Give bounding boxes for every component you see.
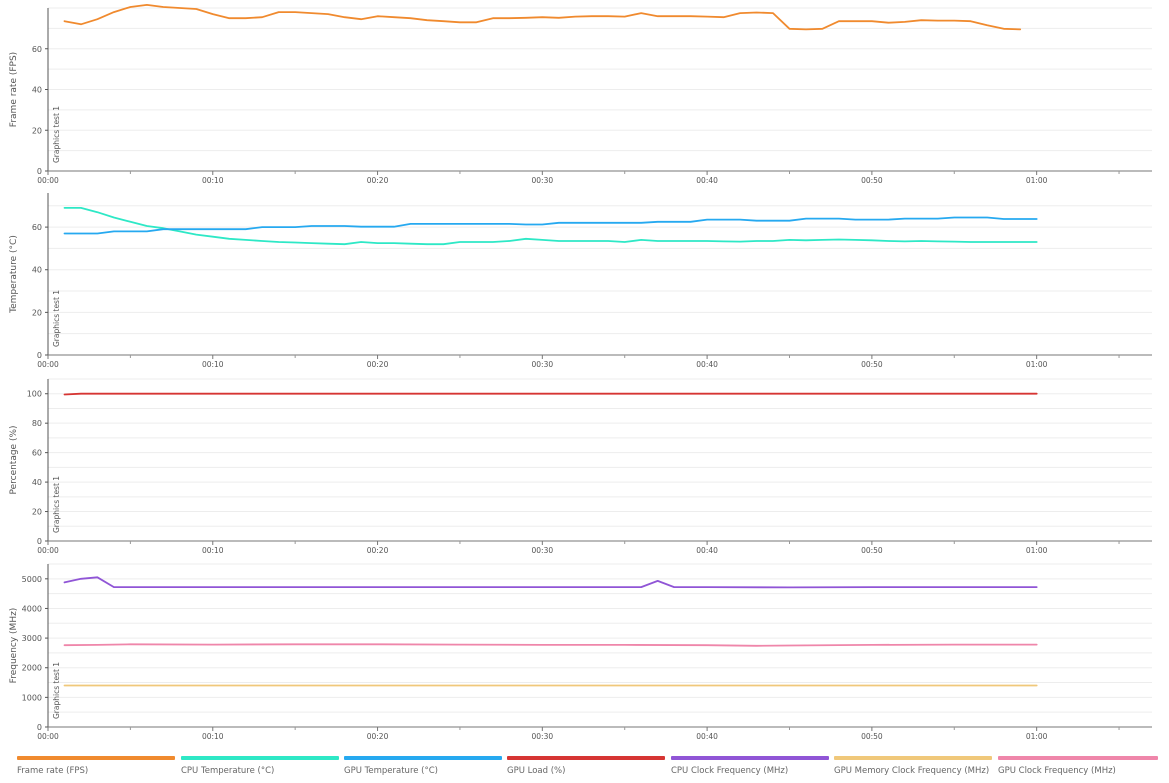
series-line-4-1	[63, 576, 1038, 589]
x-tick-label: 00:20	[367, 732, 389, 741]
chart-panel-3: 0 20 40 60 80 100 00:00 00:10 00:20 00:30 00:40 00:…	[9, 378, 1152, 555]
chart-panel-4: 0 1000 2000 3000 4000 5000 00:00 00:10 00:20 00:3…	[9, 563, 1152, 741]
y-tick-label: 5000	[22, 575, 42, 584]
x-tick-label: 00:00	[37, 546, 59, 555]
y-tick-label: 0	[37, 167, 42, 176]
x-tick-label: 00:40	[696, 546, 718, 555]
y-tick-label: 100	[27, 390, 42, 399]
charts-area: 0 20 40 60 00:00 00:10 00:20 00:30 00:40 00:50 01:…	[9, 4, 1152, 741]
y-tick-label: 20	[32, 508, 42, 517]
legend-label: GPU Clock Frequency (MHz)	[998, 766, 1116, 776]
legend-item[interactable]: CPU Clock Frequency (MHz)	[671, 756, 829, 783]
legend-item[interactable]: Frame rate (FPS)	[17, 756, 175, 783]
y-tick-label: 60	[32, 223, 42, 232]
legend-item[interactable]: GPU Memory Clock Frequency (MHz)	[834, 756, 992, 783]
series-line-3-1	[63, 392, 1038, 396]
marker-label: Graphics test 1	[52, 662, 61, 719]
y-tick-label: 0	[37, 723, 42, 732]
x-tick-label: 00:40	[696, 176, 718, 185]
marker-label: Graphics test 1	[52, 106, 61, 163]
x-tick-label: 00:40	[696, 732, 718, 741]
x-tick-label: 00:10	[202, 176, 224, 185]
series-line-4-3	[63, 643, 1038, 647]
x-tick-label: 00:50	[861, 546, 883, 555]
y-tick-label: 60	[32, 45, 42, 54]
x-tick-label: 00:50	[861, 360, 883, 369]
x-tick-label: 01:00	[1026, 360, 1048, 369]
y-tick-label: 2000	[22, 664, 42, 673]
y-axis-title: Percentage (%)	[9, 425, 19, 494]
x-tick-label: 01:00	[1026, 176, 1048, 185]
legend-swatch	[17, 756, 175, 760]
y-tick-label: 80	[32, 419, 42, 428]
legend-label: GPU Load (%)	[507, 766, 566, 776]
y-axis-title: Frequency (MHz)	[9, 608, 19, 684]
legend-swatch	[834, 756, 992, 760]
chart-panel-2: 0 20 40 60 00:00 00:10 00:20 00:30 00:40 00:50 01:…	[9, 193, 1152, 369]
legend-item[interactable]: GPU Load (%)	[507, 756, 665, 783]
y-tick-label: 60	[32, 449, 42, 458]
y-tick-label: 20	[32, 126, 42, 135]
x-tick-label: 00:20	[367, 360, 389, 369]
legend-swatch	[344, 756, 502, 760]
legend-swatch	[181, 756, 339, 760]
y-tick-label: 40	[32, 478, 42, 487]
legend-item[interactable]: CPU Temperature (°C)	[181, 756, 339, 783]
legend-label: CPU Temperature (°C)	[181, 766, 275, 776]
legend-label: Frame rate (FPS)	[17, 766, 89, 776]
y-tick-label: 4000	[22, 604, 42, 613]
y-tick-label: 1000	[22, 693, 42, 702]
y-axis-title: Frame rate (FPS)	[9, 52, 19, 127]
y-tick-label: 3000	[22, 634, 42, 643]
x-tick-label: 00:50	[861, 176, 883, 185]
marker-label: Graphics test 1	[52, 290, 61, 347]
x-tick-label: 00:50	[861, 732, 883, 741]
x-tick-label: 00:10	[202, 360, 224, 369]
x-tick-label: 00:00	[37, 176, 59, 185]
x-tick-label: 01:00	[1026, 732, 1048, 741]
legend-swatch	[998, 756, 1158, 760]
x-tick-label: 00:30	[532, 546, 554, 555]
legend-swatch	[671, 756, 829, 760]
y-tick-label: 0	[37, 351, 42, 360]
y-tick-label: 0	[37, 537, 42, 546]
x-tick-label: 00:20	[367, 546, 389, 555]
series-line-2-2	[63, 216, 1038, 235]
x-tick-label: 00:30	[532, 732, 554, 741]
legend-item[interactable]: GPU Clock Frequency (MHz)	[998, 756, 1158, 783]
y-axis-title: Temperature (°C)	[9, 235, 19, 314]
legend-label: CPU Clock Frequency (MHz)	[671, 766, 789, 776]
y-tick-label: 40	[32, 266, 42, 275]
series-line-1-1	[63, 4, 1022, 31]
legend-item[interactable]: GPU Temperature (°C)	[344, 756, 502, 783]
legend-label: GPU Temperature (°C)	[344, 766, 438, 776]
x-tick-label: 00:10	[202, 732, 224, 741]
x-tick-label: 00:00	[37, 732, 59, 741]
x-tick-label: 00:00	[37, 360, 59, 369]
x-tick-label: 00:30	[532, 360, 554, 369]
x-tick-label: 00:20	[367, 176, 389, 185]
x-tick-label: 00:10	[202, 546, 224, 555]
legend-label: GPU Memory Clock Frequency (MHz)	[834, 766, 990, 776]
y-tick-label: 40	[32, 86, 42, 95]
marker-label: Graphics test 1	[52, 476, 61, 533]
y-tick-label: 20	[32, 308, 42, 317]
series-line-2-1	[63, 206, 1038, 246]
x-tick-label: 00:30	[532, 176, 554, 185]
chart-panel-1: 0 20 40 60 00:00 00:10 00:20 00:30 00:40 00:50 01:…	[9, 4, 1152, 185]
x-tick-label: 01:00	[1026, 546, 1048, 555]
x-tick-label: 00:40	[696, 360, 718, 369]
legend: Frame rate (FPS) CPU Temperature (°C) GPU …	[0, 756, 1169, 783]
legend-swatch	[507, 756, 665, 760]
